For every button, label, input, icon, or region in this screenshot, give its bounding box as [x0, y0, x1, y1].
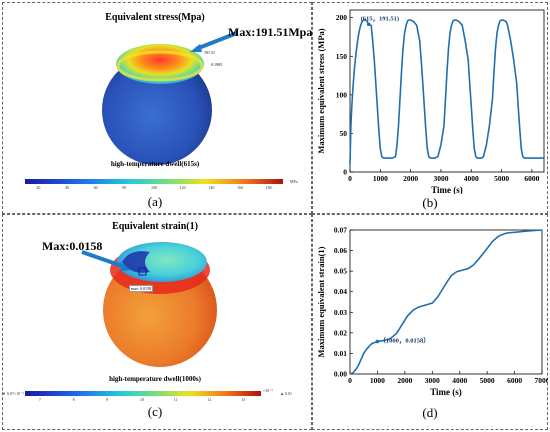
stress-colorbar-tick: 140 [208, 185, 215, 190]
strain-chart-y-tick-label: 0.05 [334, 267, 347, 276]
stress-chart-x-tick-label: 5000 [494, 174, 509, 183]
strain-max-arrow [81, 250, 126, 269]
stress-colorbar-tick: 100 [151, 185, 157, 190]
strain-chart-y-tick-label: 0.00 [334, 370, 347, 379]
stress-chart-x-tick-label: 4000 [464, 174, 479, 183]
stress-max-label: Max:191.51Mpa [228, 25, 313, 39]
strain-probe-box [138, 267, 147, 276]
strain-colorbar-tick: 10 [140, 397, 144, 402]
strain-colorbar [25, 391, 261, 396]
stress-dwell-label: high-temperature dwell(615s) [110, 160, 200, 168]
caption-d: (d) [422, 405, 438, 420]
strain-colorbar-tick: 9 [106, 397, 109, 402]
strain-chart-x-axis-label: Time (s) [430, 387, 462, 397]
strain-chart-y-tick-label: 0.06 [334, 246, 347, 255]
strain-max-arrowhead [120, 262, 131, 271]
panel-c-frame [2, 214, 312, 430]
stress-max-arrow [195, 31, 238, 51]
strain-chart-x-tick-label: 7000 [535, 376, 549, 385]
stress-chart-y-tick-label: 150 [336, 52, 348, 61]
strain-chart-y-tick-label: 0.04 [334, 287, 347, 296]
stress-colorbar-tick: 80 [122, 185, 127, 190]
strain-chart-y-tick-label: 0.03 [334, 308, 347, 317]
stress-sphere-body [102, 55, 212, 165]
stress-colorbar [25, 179, 283, 184]
stress-max-arrowhead [190, 44, 202, 52]
strain-dark-region [122, 251, 150, 273]
strain-colorbar-tick: 12 [207, 397, 212, 402]
panel-b-frame [312, 2, 548, 214]
strain-chart-y-axis-label: Maximum equivalent strain(1) [316, 246, 326, 357]
strain-chart-y-tick-label: 0.01 [334, 349, 347, 358]
strain-max-label: Max:0.0158 [42, 239, 103, 253]
caption-c: (c) [147, 404, 163, 419]
stress-contour-title: Equivalent stress(Mpa) [105, 12, 205, 23]
strain-chart-annotation-label: （1000，0.0158） [379, 336, 429, 344]
strain-chart-y-tick-label: 0.02 [334, 328, 347, 337]
stress-colorbar-tick: 40 [65, 185, 69, 190]
strain-contour-title: Equivalent strain(1) [112, 221, 198, 232]
stress-chart-x-axis-label: Time (s) [431, 185, 463, 194]
stress-chart-series-line [349, 19, 544, 165]
stress-colorbar-unit: MPa [290, 179, 298, 184]
strain-chart-plot-frame [349, 229, 543, 375]
strain-chart-x-tick-label: 5000 [480, 376, 495, 385]
strain-chart-annotation-point [375, 339, 380, 344]
stress-probe-value-2: 0.1905 [210, 62, 223, 67]
stress-chart-y-tick-label: 0 [343, 168, 347, 177]
stress-chart-y-axis-label: Maximum equivalent stress (MPa) [316, 28, 326, 153]
caption-a: (a) [147, 194, 163, 209]
strain-colorbar-max: ▲ 0.01 [280, 391, 292, 396]
panel-d-frame [312, 214, 548, 430]
stress-chart-x-tick-label: 2000 [403, 174, 418, 183]
strain-chart-x-tick-label: 6000 [507, 376, 522, 385]
caption-b: (b) [422, 195, 438, 210]
stress-colorbar-tick: 20 [36, 185, 41, 190]
stress-colorbar-tick: 160 [237, 185, 243, 190]
stress-colorbar-tick: 180 [265, 185, 272, 190]
stress-colorbar-tick: 120 [179, 185, 186, 190]
strain-chart-series-line [349, 229, 543, 375]
stress-sphere-render [25, 31, 283, 184]
stress-time-chart: 0 1000 2000 3000 4000 5000 6000 0 50 100 150 200 Tim… [316, 9, 545, 194]
stress-chart-x-tick-label: 1000 [373, 174, 388, 183]
stress-chart-x-tick-label: 3000 [433, 174, 448, 183]
strain-colorbar-tick: 13 [241, 397, 246, 402]
panel-a-frame [2, 2, 312, 214]
strain-chart-x-tick-label: 2000 [397, 376, 412, 385]
strain-probe-value: max: 0.0158 [129, 285, 153, 292]
strain-chart-x-tick-label: 0 [348, 376, 352, 385]
strain-chart-x-tick-label: 3000 [425, 376, 440, 385]
strain-colorbar-tick: 11 [173, 397, 178, 402]
stress-chart-annotation-label: (615，191.51) [361, 15, 399, 22]
strain-colorbar-tick: 7 [38, 397, 41, 402]
strain-chart-x-tick-label: 1000 [370, 376, 385, 385]
strain-time-chart: 0 1000 2000 3000 4000 5000 6000 7000 0.00 0.01 0.0… [316, 226, 549, 398]
strain-colorbar-exp: ×10⁻³ [263, 388, 273, 393]
stress-chart-annotation-point [366, 22, 371, 27]
strain-colorbar-tick: 8 [72, 397, 75, 402]
strain-chart-x-tick-label: 4000 [452, 376, 467, 385]
stress-chart-y-tick-label: 50 [340, 129, 348, 138]
stress-cap-rim [116, 50, 204, 82]
stress-chart-plot-frame [349, 9, 545, 173]
strain-colorbar-min: ▼ 6.07×10⁻³ [2, 391, 24, 396]
stress-colorbar-tick: 60 [93, 185, 98, 190]
stress-chart-x-tick-label: 6000 [524, 174, 539, 183]
strain-dwell-label: high-temperature dwell(1000s) [109, 375, 201, 383]
stress-chart-y-tick-label: 200 [336, 13, 348, 22]
strain-sphere-render [25, 242, 261, 396]
stress-chart-x-tick-label: 0 [348, 174, 352, 183]
strain-chart-y-tick-label: 0.07 [334, 226, 347, 235]
stress-chart-y-tick-label: 100 [336, 90, 348, 99]
stress-probe-value: 191.51 [203, 50, 216, 55]
